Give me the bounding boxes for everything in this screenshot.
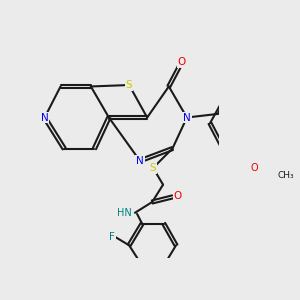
Text: S: S <box>126 80 132 90</box>
Text: HN: HN <box>117 208 132 218</box>
Text: N: N <box>41 112 49 122</box>
Text: CH₃: CH₃ <box>278 171 294 180</box>
Text: S: S <box>150 163 156 173</box>
Text: N: N <box>183 112 191 122</box>
Text: N: N <box>136 156 144 166</box>
Text: O: O <box>178 57 186 67</box>
Text: F: F <box>109 232 115 242</box>
Text: O: O <box>174 191 182 201</box>
Text: O: O <box>250 163 258 173</box>
